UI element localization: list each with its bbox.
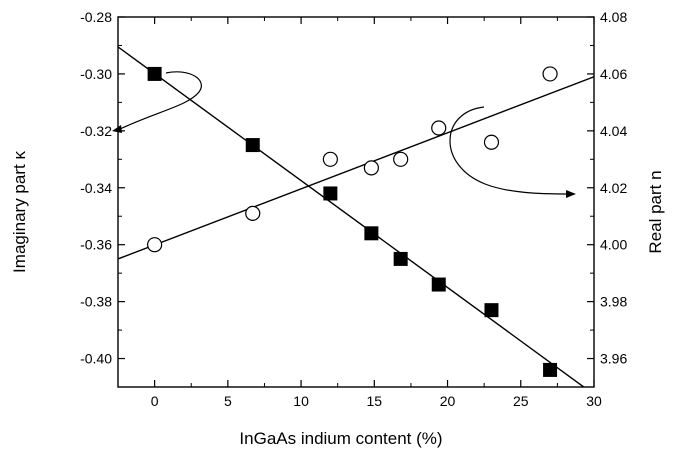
kappa-data-point [484,303,499,318]
right-axis-arrowhead [566,190,576,198]
kappa-data-point [393,251,408,266]
data-markers [147,66,558,377]
left-y-tick-label: -0.30 [80,66,112,82]
right-y-axis-ticks: 4.08 4.06 4.04 4.02 4.00 3.98 3.96 [587,9,627,367]
n-data-point [393,151,409,167]
n-data-point [363,160,379,176]
fit-lines [118,46,594,387]
left-y-axis-label: Imaginary part κ [10,151,29,273]
right-y-tick-label: 4.08 [600,9,627,25]
n-data-point [542,66,558,82]
left-y-tick-label: -0.28 [80,9,112,25]
kappa-data-point [364,226,379,241]
right-y-tick-label: 4.04 [600,123,627,139]
n-data-point [431,120,447,136]
kappa-data-point [543,362,558,377]
kappa-data-point [323,186,338,201]
plot-area-border [117,16,595,388]
x-tick-label: 5 [224,393,232,409]
right-y-tick-label: 4.02 [600,180,627,196]
left-y-axis-ticks: -0.28 -0.30 -0.32 -0.34 -0.36 -0.38 -0.40 [80,9,125,367]
kappa-data-point [431,277,446,292]
x-axis-label: InGaAs indium content (%) [239,429,442,448]
left-y-tick-label: -0.36 [80,237,112,253]
left-axis-arrowhead [112,125,122,133]
left-y-tick-label: -0.32 [80,123,112,139]
x-tick-label: 25 [513,393,529,409]
x-tick-label: 20 [440,393,456,409]
plot-frame [117,16,595,388]
right-y-tick-label: 3.98 [600,294,627,310]
x-tick-label: 10 [293,393,309,409]
left-y-tick-label: -0.38 [80,294,112,310]
n-data-point [483,134,500,150]
right-y-tick-label: 4.00 [600,237,627,253]
left-y-tick-label: -0.40 [80,351,112,367]
right-y-axis-label: Real part n [646,170,665,253]
kappa-data-point [147,66,162,81]
x-axis-ticks: 0 5 10 15 20 25 30 [117,17,602,409]
n-data-point [245,205,261,221]
x-tick-label: 30 [586,393,602,409]
kappa-data-point [245,138,260,153]
right-axis-arrow [449,106,569,195]
left-axis-arrow [117,71,202,131]
n-fit-line [118,76,594,260]
x-tick-label: 0 [151,393,159,409]
right-y-tick-label: 4.06 [600,66,627,82]
kappa-fit-line [118,46,585,387]
right-y-tick-label: 3.96 [600,351,627,367]
left-y-tick-label: -0.34 [80,180,112,196]
n-data-point [322,151,338,167]
axis-indicator-arrows [112,71,576,198]
x-tick-label: 15 [367,393,383,409]
n-data-point [147,237,163,253]
